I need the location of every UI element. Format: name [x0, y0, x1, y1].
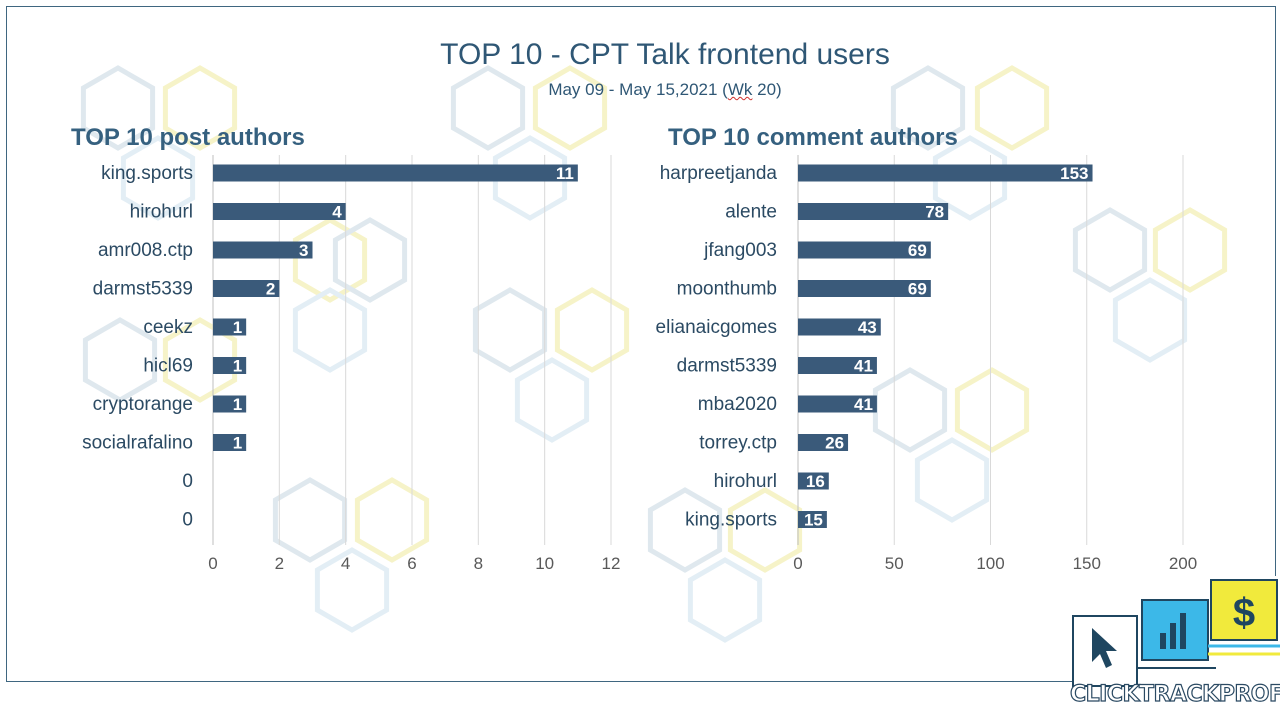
post-authors-data-label: 11 — [556, 164, 574, 183]
comment-authors-data-label: 78 — [925, 203, 944, 222]
comment-authors-x-tick-label: 50 — [885, 554, 904, 573]
bar-chart-icon — [1160, 613, 1186, 649]
post-authors-category-label: socialrafalino — [82, 433, 193, 454]
post-authors-category-label: cryptorange — [93, 394, 193, 415]
comment-authors-data-label: 43 — [858, 318, 877, 337]
post-authors-data-label: 1 — [233, 318, 242, 337]
comment-authors-bar — [798, 203, 949, 220]
comment-authors-bar — [798, 472, 829, 490]
post-authors-category-label: darmst5339 — [93, 279, 193, 300]
post-authors-bar — [213, 395, 247, 413]
comment-authors-category-label: harpreetjanda — [660, 163, 778, 184]
comment-authors-bar — [798, 395, 877, 413]
post-authors-x-tick-label: 2 — [275, 554, 284, 573]
post-authors-category-label: king.sports — [101, 163, 193, 184]
post-authors-data-label: 4 — [332, 203, 342, 222]
comment-authors-bar — [798, 318, 881, 336]
post-authors-bar — [213, 241, 313, 259]
comment-authors-bar — [798, 241, 931, 259]
subtitle-week-number: 20) — [752, 80, 782, 99]
brand-wordmark: CLICKTRACKPROFIT — [1069, 681, 1280, 707]
subtitle-date-range: May 09 - May 15,2021 ( — [548, 80, 728, 99]
comment-authors-bar — [798, 434, 849, 451]
post-authors-x-tick-label: 10 — [535, 554, 554, 573]
post-authors-bar — [213, 280, 280, 297]
post-authors-data-label: 2 — [266, 280, 275, 299]
comment-authors-category-label: darmst5339 — [677, 356, 777, 377]
comment-authors-x-tick-label: 200 — [1169, 554, 1197, 573]
post-authors-data-label: 1 — [233, 357, 242, 376]
frame-right-border — [1275, 6, 1276, 576]
post-authors-data-label: 1 — [233, 395, 242, 414]
comment-authors-data-label: 69 — [908, 280, 927, 299]
comment-authors-bar — [798, 511, 827, 528]
comment-authors-category-label: hirohurl — [714, 471, 777, 492]
subtitle-week-label: Wk — [727, 80, 753, 99]
comment-authors-bar — [798, 280, 931, 297]
page-title: TOP 10 - CPT Talk frontend users — [440, 38, 890, 71]
post-authors-bar — [213, 318, 247, 336]
post-authors-bar — [213, 164, 578, 182]
post-authors-data-label: 3 — [299, 241, 308, 260]
comment-authors-category-label: moonthumb — [677, 279, 777, 300]
frame-top-border — [6, 6, 1276, 7]
post-authors-chart-title: TOP 10 post authors — [71, 124, 305, 151]
comment-authors-data-label: 15 — [804, 511, 823, 530]
dollar-icon: $ — [1233, 591, 1255, 635]
comment-authors-data-label: 69 — [908, 241, 927, 260]
post-authors-category-label: 0 — [182, 510, 193, 531]
comment-authors-x-tick-label: 100 — [976, 554, 1004, 573]
post-authors-x-tick-label: 4 — [341, 554, 350, 573]
comment-authors-data-label: 41 — [854, 357, 873, 376]
clicktrackprofit-logo: $ — [1072, 579, 1280, 687]
post-authors-category-label: ceekz — [143, 317, 193, 338]
post-authors-category-label: 0 — [182, 471, 193, 492]
comment-authors-data-label: 16 — [806, 472, 825, 491]
comment-authors-category-label: mba2020 — [698, 394, 777, 415]
comment-authors-category-label: alente — [725, 202, 777, 223]
page-subtitle: May 09 - May 15,2021 (Wk 20) — [0, 80, 1280, 100]
comment-authors-category-label: jfang003 — [703, 240, 777, 261]
post-authors-category-label: amr008.ctp — [98, 240, 193, 261]
comment-authors-category-label: elianaicgomes — [656, 317, 777, 338]
comment-authors-category-label: king.sports — [685, 510, 777, 531]
comment-authors-bar — [798, 164, 1093, 182]
post-authors-x-tick-label: 0 — [208, 554, 217, 573]
post-authors-bar — [213, 357, 247, 374]
post-authors-x-tick-label: 12 — [602, 554, 621, 573]
post-authors-category-label: hicl69 — [143, 356, 193, 377]
comment-authors-category-label: torrey.ctp — [699, 433, 777, 454]
post-authors-x-tick-label: 8 — [474, 554, 483, 573]
comment-authors-x-tick-label: 150 — [1073, 554, 1101, 573]
frame-left-border — [6, 6, 7, 682]
comment-authors-data-label: 41 — [854, 395, 873, 414]
post-authors-category-label: hirohurl — [130, 202, 193, 223]
comment-authors-x-tick-label: 0 — [793, 554, 802, 573]
frame-bottom-border — [6, 681, 1072, 682]
cursor-icon — [1092, 628, 1117, 668]
post-authors-bar — [213, 434, 247, 451]
comment-authors-bar — [798, 357, 877, 374]
post-authors-x-tick-label: 6 — [407, 554, 416, 573]
post-authors-data-label: 1 — [233, 434, 242, 453]
comment-authors-data-label: 153 — [1060, 164, 1088, 183]
comment-authors-bar-chart: 0 50 100 150 200 harpreetjanda 153 alente 78 jfan… — [656, 155, 1197, 573]
logo-dollar-box — [1210, 579, 1278, 641]
comment-authors-data-label: 26 — [825, 434, 844, 453]
post-authors-bar — [213, 203, 346, 220]
comment-authors-chart-title: TOP 10 comment authors — [668, 124, 958, 151]
